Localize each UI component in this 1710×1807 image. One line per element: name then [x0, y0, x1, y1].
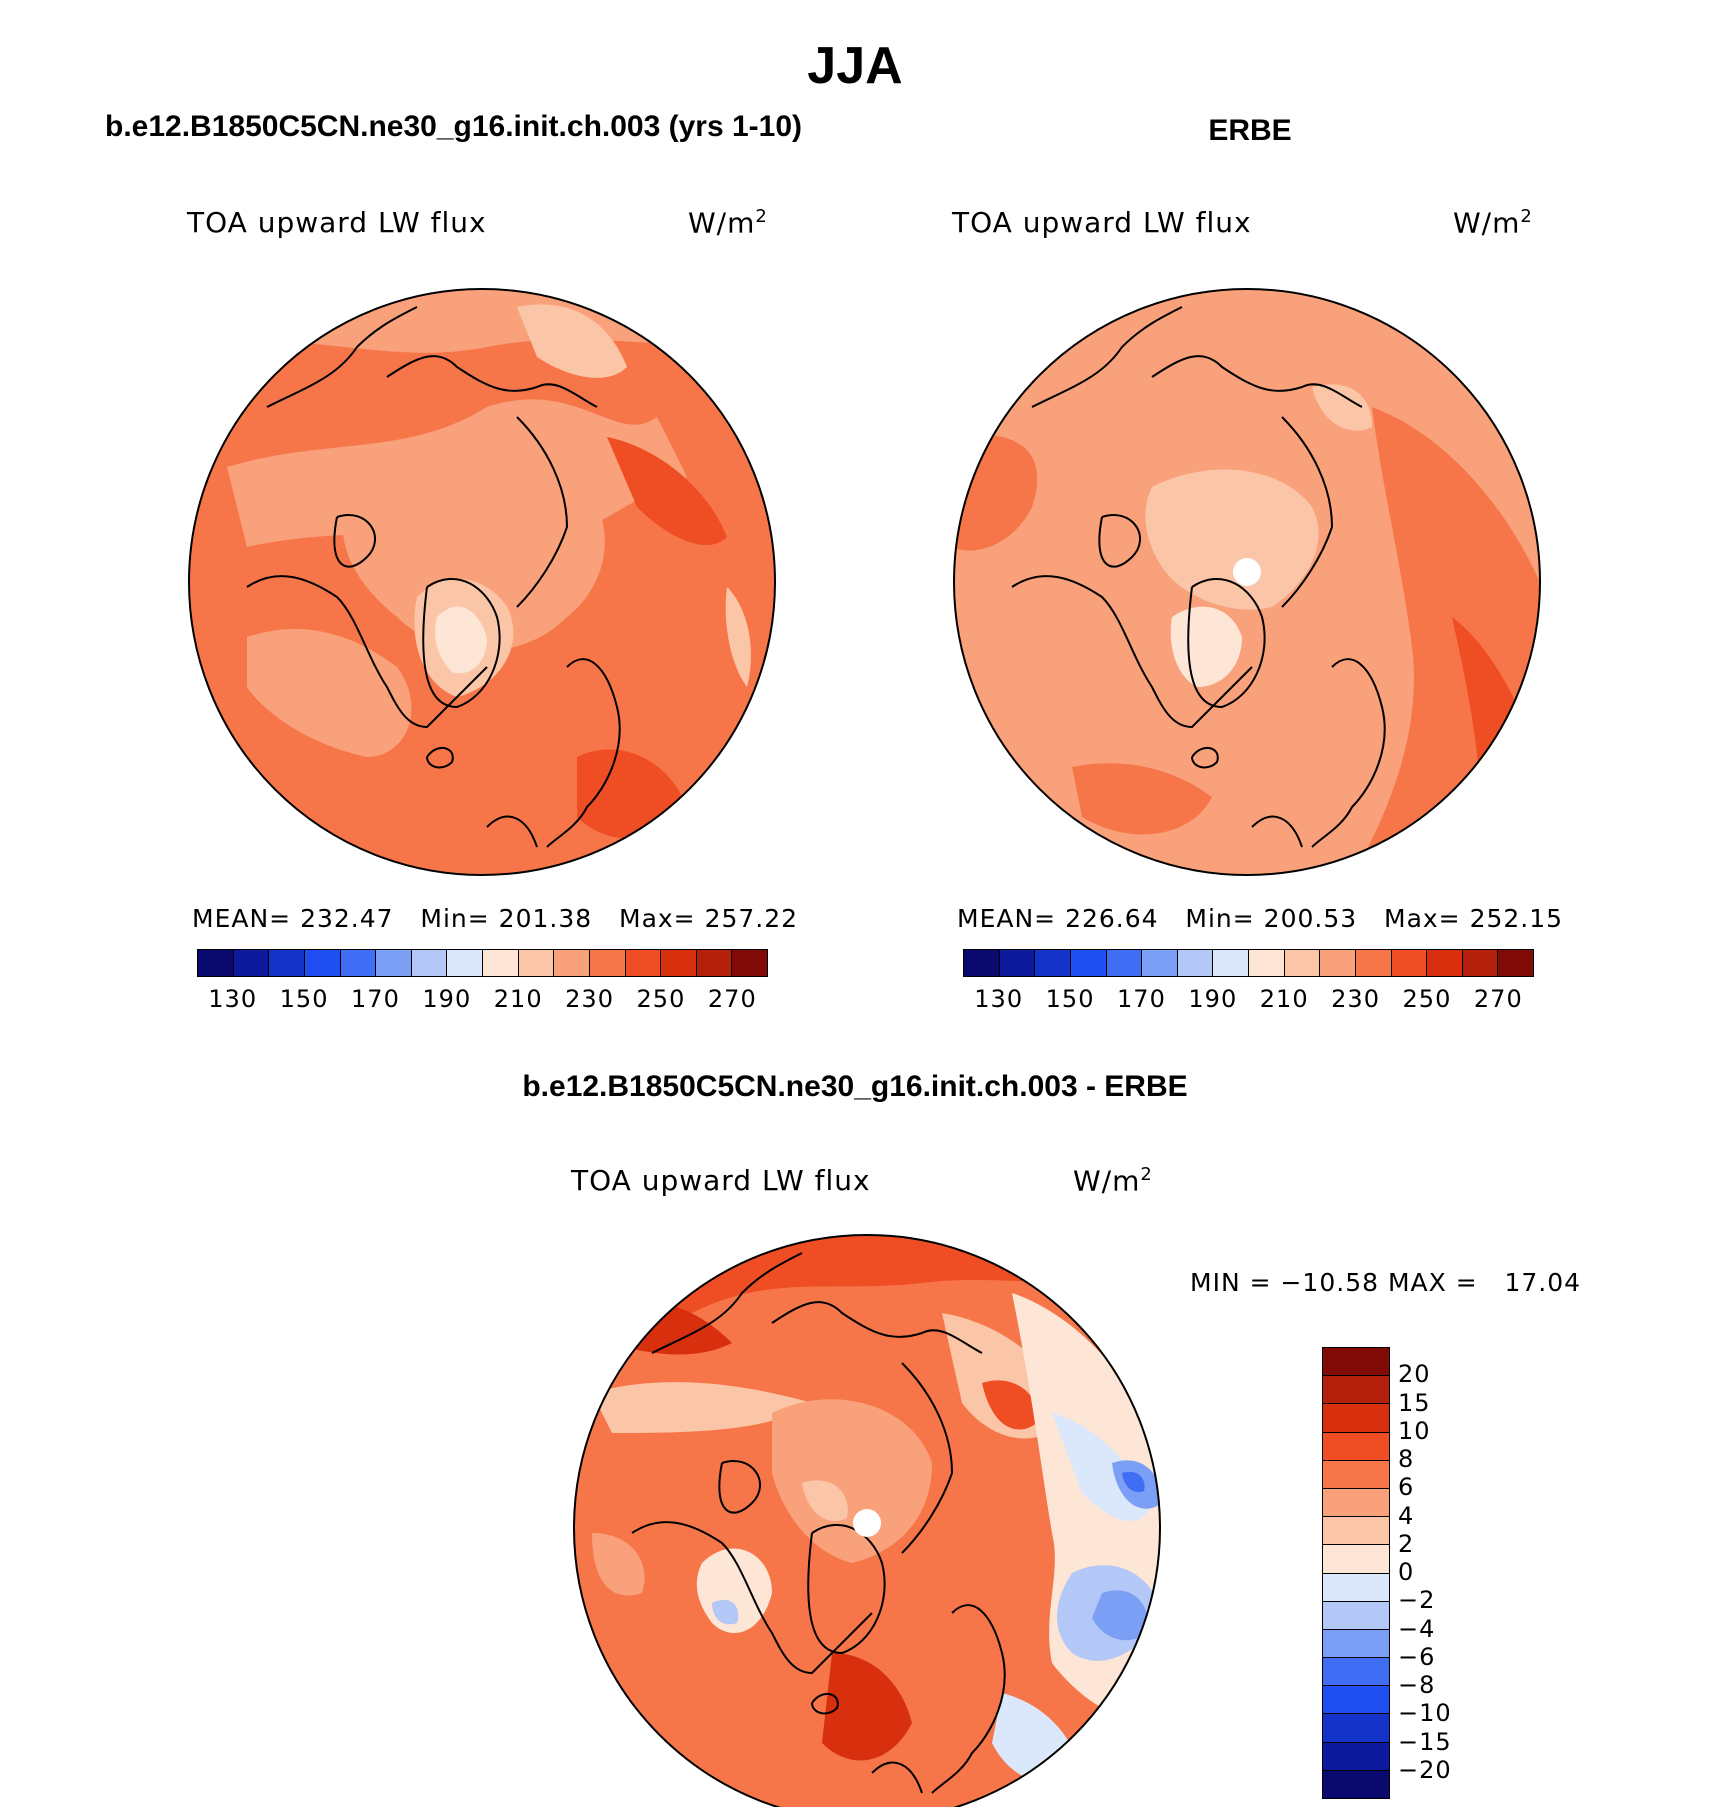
- obs-variable-label: TOA upward LW flux: [952, 206, 1252, 239]
- colorbar-cell: [625, 950, 662, 976]
- colorbar-cell: [1213, 950, 1249, 976]
- colorbar-cell: [1284, 950, 1321, 976]
- colorbar-tick-label: 270: [707, 985, 757, 1013]
- colorbar-cell: [1391, 950, 1428, 976]
- colorbar-cell: [1323, 1601, 1389, 1630]
- diff-variable-label: TOA upward LW flux: [571, 1164, 871, 1197]
- colorbar-cell: [1323, 1742, 1389, 1771]
- colorbar-cell: [376, 950, 412, 976]
- colorbar-cell: [518, 950, 555, 976]
- colorbar-cell: [1498, 950, 1533, 976]
- colorbar-tick-label: −8: [1398, 1671, 1436, 1699]
- obs-colorbar: [963, 949, 1534, 977]
- colorbar-cell: [340, 950, 377, 976]
- colorbar-tick-label: −15: [1398, 1727, 1452, 1756]
- diff-polar-map: [573, 1234, 1161, 1807]
- colorbar-cell: [554, 950, 590, 976]
- colorbar-tick-label: 10: [1398, 1416, 1431, 1445]
- colorbar-cell: [589, 950, 626, 976]
- colorbar-tick-label: 130: [974, 985, 1024, 1013]
- model-polar-map: [188, 288, 776, 876]
- colorbar-tick-label: −20: [1398, 1755, 1452, 1784]
- colorbar-cell: [1035, 950, 1071, 976]
- colorbar-cell: [483, 950, 519, 976]
- colorbar-cell: [696, 950, 733, 976]
- model-panel-heading: b.e12.B1850C5CN.ne30_g16.init.ch.003 (yr…: [105, 110, 803, 143]
- colorbar-tick-label: 190: [422, 985, 472, 1013]
- colorbar-cell: [447, 950, 483, 976]
- colorbar-cell: [661, 950, 697, 976]
- colorbar-tick-label: 15: [1398, 1388, 1431, 1417]
- colorbar-cell: [732, 950, 767, 976]
- colorbar-cell: [1323, 1404, 1389, 1433]
- colorbar-cell: [1462, 950, 1499, 976]
- colorbar-cell: [1323, 1432, 1389, 1461]
- colorbar-cell: [233, 950, 270, 976]
- colorbar-tick-label: 170: [1117, 985, 1166, 1013]
- colorbar-tick-label: 150: [279, 985, 329, 1013]
- colorbar-tick-label: 8: [1398, 1445, 1415, 1473]
- diff-colorbar: [1322, 1347, 1390, 1799]
- colorbar-tick-label: 250: [1402, 985, 1452, 1013]
- colorbar-tick-label: 250: [636, 985, 686, 1013]
- model-colorbar: [197, 949, 768, 977]
- colorbar-tick-label: −2: [1398, 1586, 1436, 1615]
- colorbar-cell: [1323, 1348, 1389, 1377]
- colorbar-cell: [999, 950, 1036, 976]
- colorbar-tick-label: 230: [565, 985, 614, 1013]
- colorbar-cell: [1323, 1517, 1389, 1546]
- colorbar-cell: [1070, 950, 1107, 976]
- colorbar-tick-label: −4: [1398, 1614, 1436, 1643]
- colorbar-cell: [304, 950, 341, 976]
- diff-panel-heading: b.e12.B1850C5CN.ne30_g16.init.ch.003 - E…: [522, 1070, 1188, 1103]
- colorbar-cell: [1249, 950, 1285, 976]
- colorbar-cell: [269, 950, 305, 976]
- colorbar-tick-label: 170: [351, 985, 400, 1013]
- colorbar-cell: [1323, 1573, 1389, 1602]
- diff-stats: MIN = −10.58 MAX = 17.04: [1190, 1268, 1582, 1297]
- model-units-label: W/m2: [688, 206, 768, 240]
- colorbar-tick-label: 270: [1473, 985, 1523, 1013]
- colorbar-cell: [964, 950, 1000, 976]
- obs-panel-heading: ERBE: [1208, 114, 1292, 147]
- colorbar-tick-label: 230: [1331, 985, 1380, 1013]
- colorbar-tick-label: −10: [1398, 1699, 1452, 1728]
- colorbar-cell: [1355, 950, 1392, 976]
- colorbar-tick-label: −6: [1398, 1642, 1436, 1671]
- obs-polar-map: [953, 288, 1541, 876]
- colorbar-tick-label: 150: [1045, 985, 1095, 1013]
- colorbar-cell: [1323, 1770, 1389, 1798]
- colorbar-cell: [1320, 950, 1356, 976]
- colorbar-tick-label: 190: [1188, 985, 1238, 1013]
- colorbar-cell: [1323, 1686, 1389, 1715]
- colorbar-tick-label: 0: [1398, 1558, 1415, 1586]
- colorbar-tick-label: 20: [1398, 1360, 1431, 1389]
- colorbar-cell: [1177, 950, 1214, 976]
- colorbar-cell: [198, 950, 234, 976]
- colorbar-tick-label: 210: [493, 985, 543, 1013]
- obs-stats: MEAN= 226.64 Min= 200.53 Max= 252.15: [957, 904, 1564, 933]
- model-stats: MEAN= 232.47 Min= 201.38 Max= 257.22: [192, 904, 799, 933]
- colorbar-cell: [411, 950, 448, 976]
- model-variable-label: TOA upward LW flux: [187, 206, 487, 239]
- colorbar-cell: [1427, 950, 1463, 976]
- colorbar-tick-label: 130: [208, 985, 258, 1013]
- colorbar-cell: [1323, 1376, 1389, 1405]
- colorbar-cell: [1323, 1460, 1389, 1489]
- colorbar-cell: [1323, 1488, 1389, 1518]
- obs-units-label: W/m2: [1453, 206, 1533, 240]
- diff-units-label: W/m2: [1073, 1164, 1153, 1198]
- colorbar-cell: [1323, 1714, 1389, 1743]
- colorbar-tick-label: 2: [1398, 1529, 1415, 1558]
- main-title: JJA: [807, 37, 903, 95]
- colorbar-cell: [1142, 950, 1178, 976]
- colorbar-cell: [1323, 1629, 1389, 1659]
- colorbar-tick-label: 6: [1398, 1473, 1415, 1502]
- colorbar-cell: [1323, 1545, 1389, 1574]
- colorbar-cell: [1323, 1658, 1389, 1687]
- colorbar-tick-label: 210: [1259, 985, 1309, 1013]
- colorbar-cell: [1106, 950, 1143, 976]
- colorbar-tick-label: 4: [1398, 1501, 1415, 1530]
